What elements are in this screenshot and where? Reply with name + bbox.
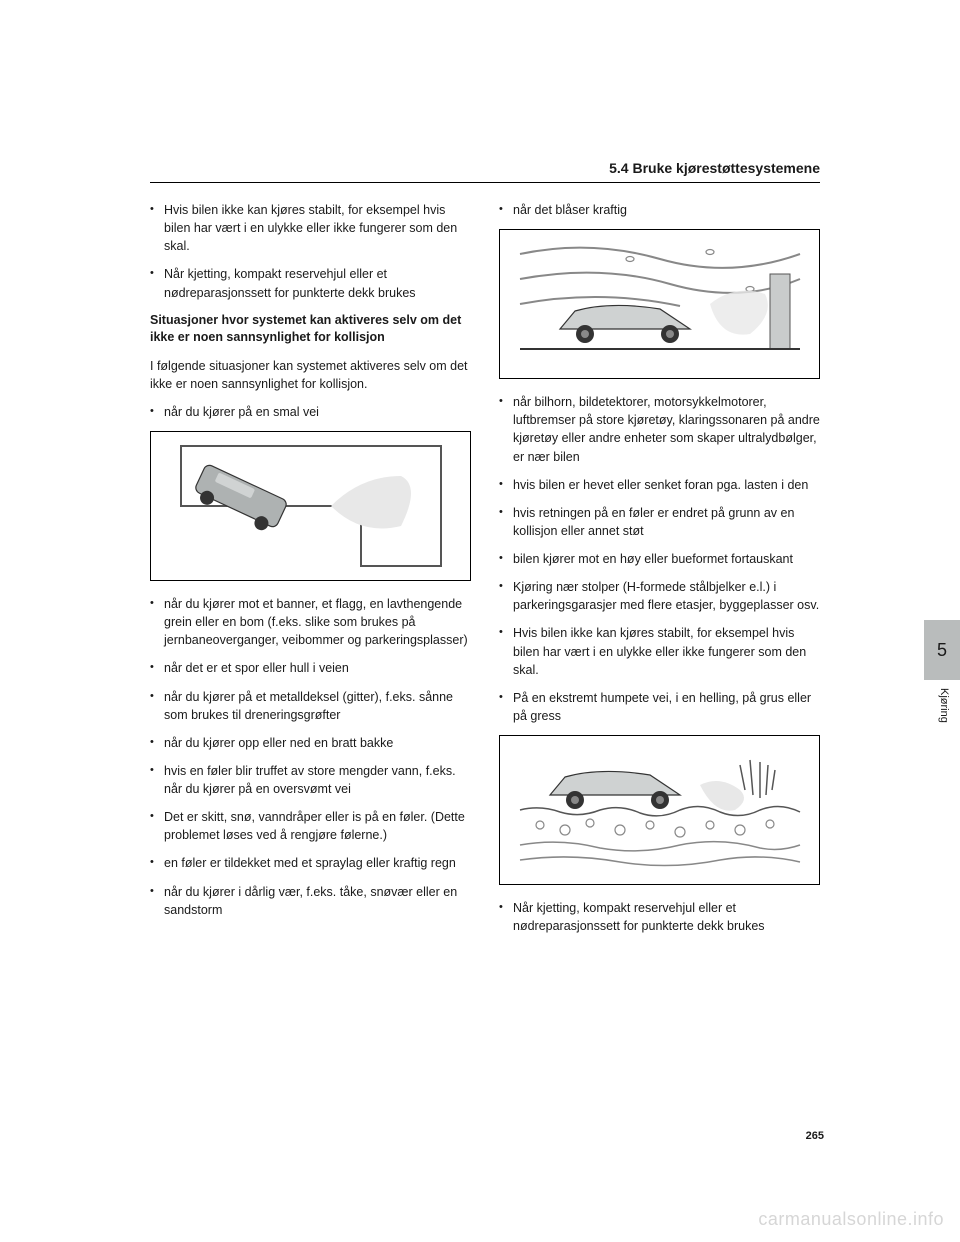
bullet-item: • når det blåser kraftig [499, 201, 820, 219]
bullet-item: • På en ekstremt humpete vei, i en helli… [499, 689, 820, 725]
bullet-item: • når du kjører opp eller ned en bratt b… [150, 734, 471, 752]
bullet-text: På en ekstremt humpete vei, i en helling… [513, 689, 820, 725]
subheading: Situasjoner hvor systemet kan aktiveres … [150, 312, 471, 347]
page-content: 5.4 Bruke kjørestøttesystemene • Hvis bi… [150, 160, 820, 945]
bullet-dot-icon: • [150, 808, 164, 844]
bullet-item: • Hvis bilen ikke kan kjøres stabilt, fo… [499, 624, 820, 678]
chapter-tab: 5 [924, 620, 960, 680]
bullet-text: en føler er tildekket med et spraylag el… [164, 854, 456, 872]
bullet-item: • når bilhorn, bildetektorer, motorsykke… [499, 393, 820, 466]
bullet-text: når det blåser kraftig [513, 201, 627, 219]
bullet-dot-icon: • [150, 854, 164, 872]
right-column: • når det blåser kraftig [499, 201, 820, 945]
bullet-text: når det er et spor eller hull i veien [164, 659, 349, 677]
bullet-item: • når du kjører mot et banner, et flagg,… [150, 595, 471, 649]
bullet-dot-icon: • [499, 624, 513, 678]
bullet-text: når bilhorn, bildetektorer, motorsykkelm… [513, 393, 820, 466]
bullet-text: Når kjetting, kompakt reservehjul eller … [164, 265, 471, 301]
bullet-dot-icon: • [499, 201, 513, 219]
bullet-item: • Det er skitt, snø, vanndråper eller is… [150, 808, 471, 844]
chapter-number: 5 [937, 640, 947, 661]
bullet-text: bilen kjører mot en høy eller bueformet … [513, 550, 793, 568]
bullet-dot-icon: • [150, 734, 164, 752]
bullet-text: Hvis bilen ikke kan kjøres stabilt, for … [164, 201, 471, 255]
bullet-dot-icon: • [499, 504, 513, 540]
bullet-item: • Hvis bilen ikke kan kjøres stabilt, fo… [150, 201, 471, 255]
paragraph: I følgende situasjoner kan systemet akti… [150, 357, 471, 393]
bullet-text: hvis bilen er hevet eller senket foran p… [513, 476, 808, 494]
bullet-text: når du kjører på et metalldeksel (gitter… [164, 688, 471, 724]
bullet-dot-icon: • [150, 201, 164, 255]
bullet-text: når du kjører på en smal vei [164, 403, 319, 421]
bullet-dot-icon: • [150, 595, 164, 649]
bullet-item: • en føler er tildekket med et spraylag … [150, 854, 471, 872]
bullet-item: • når du kjører på en smal vei [150, 403, 471, 421]
bullet-item: • når du kjører i dårlig vær, f.eks. tåk… [150, 883, 471, 919]
bullet-item: • Når kjetting, kompakt reservehjul elle… [499, 899, 820, 935]
bullet-item: • hvis bilen er hevet eller senket foran… [499, 476, 820, 494]
bullet-text: når du kjører mot et banner, et flagg, e… [164, 595, 471, 649]
section-header: 5.4 Bruke kjørestøttesystemene [150, 160, 820, 183]
bullet-text: Når kjetting, kompakt reservehjul eller … [513, 899, 820, 935]
bullet-dot-icon: • [499, 393, 513, 466]
watermark: carmanualsonline.info [758, 1209, 944, 1230]
bullet-item: • hvis en føler blir truffet av store me… [150, 762, 471, 798]
bullet-item: • når du kjører på et metalldeksel (gitt… [150, 688, 471, 724]
bullet-dot-icon: • [499, 689, 513, 725]
bullet-item: • bilen kjører mot en høy eller bueforme… [499, 550, 820, 568]
bullet-dot-icon: • [150, 883, 164, 919]
bullet-text: når du kjører i dårlig vær, f.eks. tåke,… [164, 883, 471, 919]
bullet-dot-icon: • [499, 578, 513, 614]
figure-bumpy-road [499, 735, 820, 885]
bullet-item: • Når kjetting, kompakt reservehjul elle… [150, 265, 471, 301]
bullet-text: hvis retningen på en føler er endret på … [513, 504, 820, 540]
bullet-dot-icon: • [499, 476, 513, 494]
figure-narrow-road [150, 431, 471, 581]
bullet-text: Det er skitt, snø, vanndråper eller is p… [164, 808, 471, 844]
bullet-dot-icon: • [150, 403, 164, 421]
bullet-item: • Kjøring nær stolper (H-formede stålbje… [499, 578, 820, 614]
left-column: • Hvis bilen ikke kan kjøres stabilt, fo… [150, 201, 471, 945]
bullet-text: Kjøring nær stolper (H-formede stålbjelk… [513, 578, 820, 614]
figure-wind [499, 229, 820, 379]
bullet-dot-icon: • [499, 899, 513, 935]
bullet-item: • hvis retningen på en føler er endret p… [499, 504, 820, 540]
bullet-dot-icon: • [150, 688, 164, 724]
bullet-item: • når det er et spor eller hull i veien [150, 659, 471, 677]
two-column-layout: • Hvis bilen ikke kan kjøres stabilt, fo… [150, 201, 820, 945]
chapter-label: Kjøring [938, 688, 950, 723]
bullet-dot-icon: • [150, 265, 164, 301]
bullet-text: når du kjører opp eller ned en bratt bak… [164, 734, 393, 752]
bullet-dot-icon: • [150, 659, 164, 677]
bullet-dot-icon: • [499, 550, 513, 568]
bullet-text: hvis en føler blir truffet av store meng… [164, 762, 471, 798]
bullet-text: Hvis bilen ikke kan kjøres stabilt, for … [513, 624, 820, 678]
bullet-dot-icon: • [150, 762, 164, 798]
page-number: 265 [806, 1130, 824, 1142]
